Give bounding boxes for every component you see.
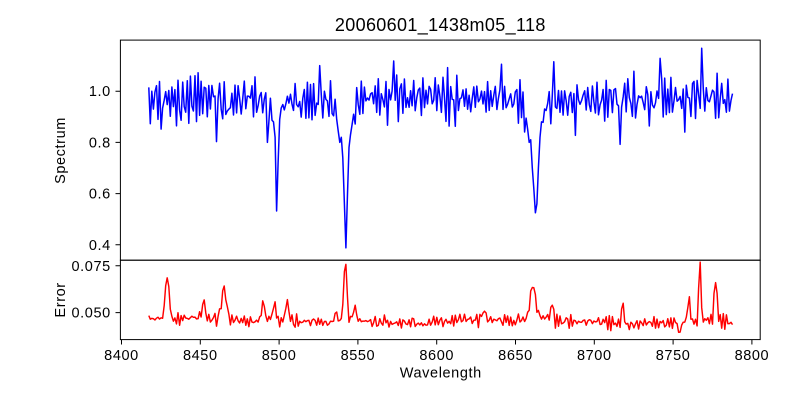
svg-text:8500: 8500 xyxy=(262,348,297,364)
svg-text:8550: 8550 xyxy=(341,348,376,364)
svg-text:Error: Error xyxy=(53,282,69,317)
svg-text:20060601_1438m05_118: 20060601_1438m05_118 xyxy=(335,15,546,36)
svg-text:0.075: 0.075 xyxy=(72,259,111,275)
svg-text:0.6: 0.6 xyxy=(89,187,111,203)
svg-text:0.050: 0.050 xyxy=(72,306,111,322)
svg-text:8700: 8700 xyxy=(577,348,612,364)
svg-text:8450: 8450 xyxy=(183,348,218,364)
svg-text:0.8: 0.8 xyxy=(89,135,111,151)
svg-text:8800: 8800 xyxy=(735,348,770,364)
svg-text:8400: 8400 xyxy=(104,348,139,364)
svg-text:0.4: 0.4 xyxy=(89,238,111,254)
svg-text:8650: 8650 xyxy=(498,348,533,364)
svg-text:8600: 8600 xyxy=(419,348,454,364)
svg-text:8750: 8750 xyxy=(656,348,691,364)
svg-text:Spectrum: Spectrum xyxy=(53,117,69,184)
svg-text:Wavelength: Wavelength xyxy=(400,366,482,382)
svg-text:1.0: 1.0 xyxy=(89,84,111,100)
